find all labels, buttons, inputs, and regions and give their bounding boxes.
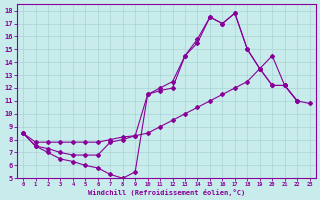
X-axis label: Windchill (Refroidissement éolien,°C): Windchill (Refroidissement éolien,°C) (88, 189, 245, 196)
